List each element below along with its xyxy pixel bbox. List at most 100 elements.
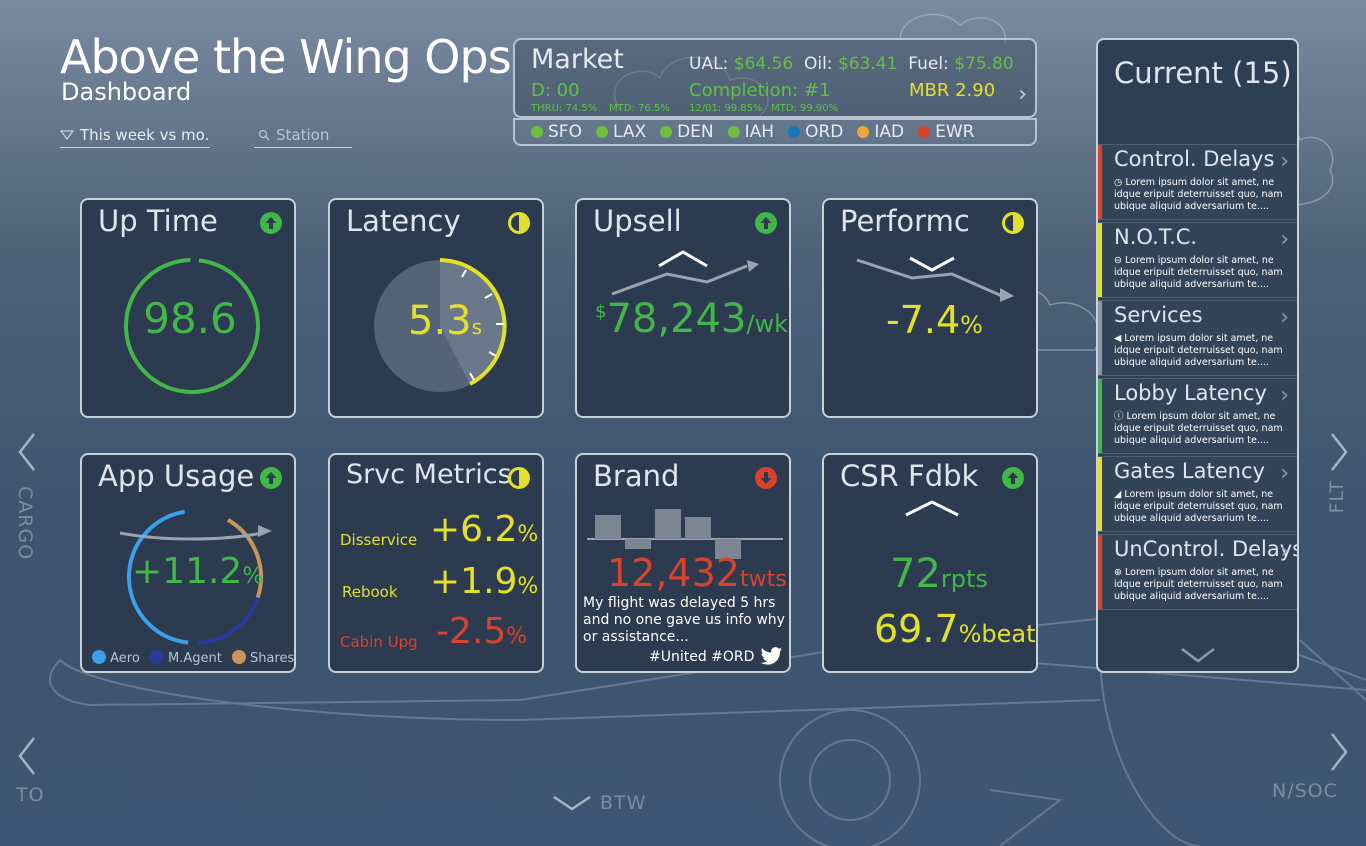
chevron-right-icon[interactable] (1328, 732, 1350, 772)
alert-item-services[interactable]: Services › ◀ Lorem ipsum dolor sit amet,… (1098, 300, 1297, 376)
station-iah[interactable]: IAH (727, 122, 774, 142)
alert-item-notc[interactable]: N.O.T.C. › ⊖ Lorem ipsum dolor sit amet,… (1098, 222, 1297, 298)
station-status-bar: SFO LAX DEN IAH ORD IAD EWR (513, 118, 1037, 146)
uptime-card[interactable]: Up Time 98.6 (80, 198, 296, 418)
arrow-up-circle-icon (755, 212, 777, 234)
chevron-right-icon: › (1280, 383, 1289, 408)
page-title: Above the Wing Ops (60, 30, 512, 84)
station-search[interactable] (254, 122, 352, 148)
chevron-left-icon[interactable] (16, 736, 38, 776)
brand-value: 12,432twts (607, 551, 787, 595)
alert-name: Gates Latency (1114, 459, 1265, 483)
metric-unit: % (517, 574, 539, 599)
app-usage-unit: % (242, 564, 264, 589)
alert-desc: ⊕ Lorem ipsum dolor sit amet, ne idque e… (1114, 567, 1284, 603)
card-title: Upsell (593, 204, 682, 238)
arrow-up-circle-icon (1002, 467, 1024, 489)
market-mtd-1: MTD: 76.5% (609, 103, 670, 114)
performc-card[interactable]: Performc -7.4% (822, 198, 1038, 418)
metric-unit: % (517, 522, 539, 547)
alert-desc: ◀ Lorem ipsum dolor sit amet, ne idque e… (1114, 333, 1284, 369)
brand-card[interactable]: Brand 12,432twts My flight was delayed 5… (575, 453, 791, 673)
alert-desc: ⓘ Lorem ipsum dolor sit amet, ne idque e… (1114, 411, 1284, 447)
chevron-right-icon[interactable] (1328, 432, 1350, 472)
app-usage-card[interactable]: App Usage +11.2% Aero M.Agent Shares (80, 453, 296, 673)
market-box[interactable]: Market D: 00 THRU: 74.5% MTD: 76.5% 12/0… (513, 38, 1037, 118)
period-filter-dropdown[interactable]: This week vs mo. (60, 122, 210, 148)
chevron-right-icon[interactable]: › (1018, 82, 1027, 107)
fuel-label: Fuel: (908, 54, 949, 74)
chevron-down-icon[interactable] (552, 794, 592, 812)
csr-fdbk-card[interactable]: CSR Fdbk 72rpts 69.7%beat (822, 453, 1038, 673)
period-filter-label: This week vs mo. (80, 125, 210, 144)
card-title: CSR Fdbk (840, 459, 979, 493)
half-circle-icon (508, 212, 530, 234)
station-code: SFO (548, 122, 582, 142)
alert-desc-text: Lorem ipsum dolor sit amet, ne idque eri… (1114, 567, 1283, 602)
nav-label-to[interactable]: TO (16, 784, 45, 806)
status-bar (1098, 535, 1102, 609)
market-date-stat: 12/01: 99.85% (689, 103, 763, 114)
station-den[interactable]: DEN (660, 122, 714, 142)
status-bar (1098, 379, 1102, 453)
station-code: ORD (805, 122, 844, 142)
alert-desc-text: Lorem ipsum dolor sit amet, ne idque eri… (1114, 333, 1283, 368)
latency-gauge (374, 258, 507, 392)
card-title: Latency (346, 204, 461, 238)
market-d-value: D: 00 (531, 80, 580, 101)
card-title: Performc (840, 204, 970, 238)
megaphone-icon: ◀ (1114, 333, 1122, 344)
performc-number: -7.4 (886, 298, 961, 342)
rebook-label: Rebook (342, 583, 398, 601)
status-dot (595, 126, 608, 138)
chevron-down-icon[interactable] (1180, 646, 1216, 664)
station-search-input[interactable] (276, 125, 352, 144)
alert-item-uncontrol-delays[interactable]: UnControl. Delays › ⊕ Lorem ipsum dolor … (1098, 534, 1297, 610)
reports-number: 72 (890, 551, 941, 597)
alert-item-lobby-latency[interactable]: Lobby Latency › ⓘ Lorem ipsum dolor sit … (1098, 378, 1297, 454)
nav-label-nsoc[interactable]: N/SOC (1272, 780, 1338, 802)
station-ewr[interactable]: EWR (918, 122, 975, 142)
status-dot (788, 126, 801, 138)
alert-desc: ◢ Lorem ipsum dolor sit amet, ne idque e… (1114, 489, 1284, 525)
alert-item-control-delays[interactable]: Control. Delays › ◷ Lorem ipsum dolor si… (1098, 144, 1297, 220)
latency-card[interactable]: Latency 5.3s (328, 198, 544, 418)
status-dot (857, 126, 870, 138)
cabin-upg-value: -2.5% (436, 611, 527, 652)
reports-unit: rpts (940, 565, 988, 593)
srvc-metrics-card[interactable]: Srvc Metrics Disservice +6.2% Rebook +1.… (328, 453, 544, 673)
chevron-left-icon[interactable] (16, 432, 38, 472)
station-code: DEN (677, 122, 714, 142)
status-dot (660, 126, 673, 138)
station-ord[interactable]: ORD (788, 122, 843, 142)
nav-label-btw[interactable]: BTW (600, 792, 647, 814)
status-bar (1098, 223, 1102, 297)
alert-name: UnControl. Delays (1114, 537, 1299, 561)
half-circle-icon (508, 467, 530, 489)
nav-label-cargo[interactable]: CARGO (14, 486, 36, 561)
app-usage-number: +11.2 (132, 551, 243, 592)
legend-swatch (92, 650, 106, 664)
status-bar (1098, 145, 1102, 219)
disservice-label: Disservice (340, 531, 418, 549)
market-thru: THRU: 74.5% (531, 103, 598, 114)
upsell-unit: /wk (746, 310, 789, 338)
chevron-right-icon: › (1280, 149, 1289, 174)
upsell-number: 78,243 (606, 296, 747, 342)
current-alerts-panel: Current (15) Control. Delays › ◷ Lorem i… (1096, 38, 1299, 673)
twitter-bird-icon[interactable] (761, 647, 783, 665)
search-icon (258, 129, 270, 140)
uptime-ring (124, 258, 260, 394)
info-icon: ⓘ (1114, 411, 1124, 422)
station-lax[interactable]: LAX (595, 122, 646, 142)
alert-desc: ⊖ Lorem ipsum dolor sit amet, ne idque e… (1114, 255, 1284, 291)
station-iad[interactable]: IAD (857, 122, 904, 142)
station-code: EWR (935, 122, 975, 142)
page-subtitle: Dashboard (61, 78, 192, 106)
beat-number: 69.7 (874, 607, 959, 651)
upsell-card[interactable]: Upsell $78,243/wk (575, 198, 791, 418)
alert-item-gates-latency[interactable]: Gates Latency › ◢ Lorem ipsum dolor sit … (1098, 456, 1297, 532)
alert-desc-text: Lorem ipsum dolor sit amet, ne idque eri… (1114, 177, 1283, 212)
station-sfo[interactable]: SFO (531, 122, 582, 142)
nav-label-flt[interactable]: FLT (1326, 480, 1348, 514)
